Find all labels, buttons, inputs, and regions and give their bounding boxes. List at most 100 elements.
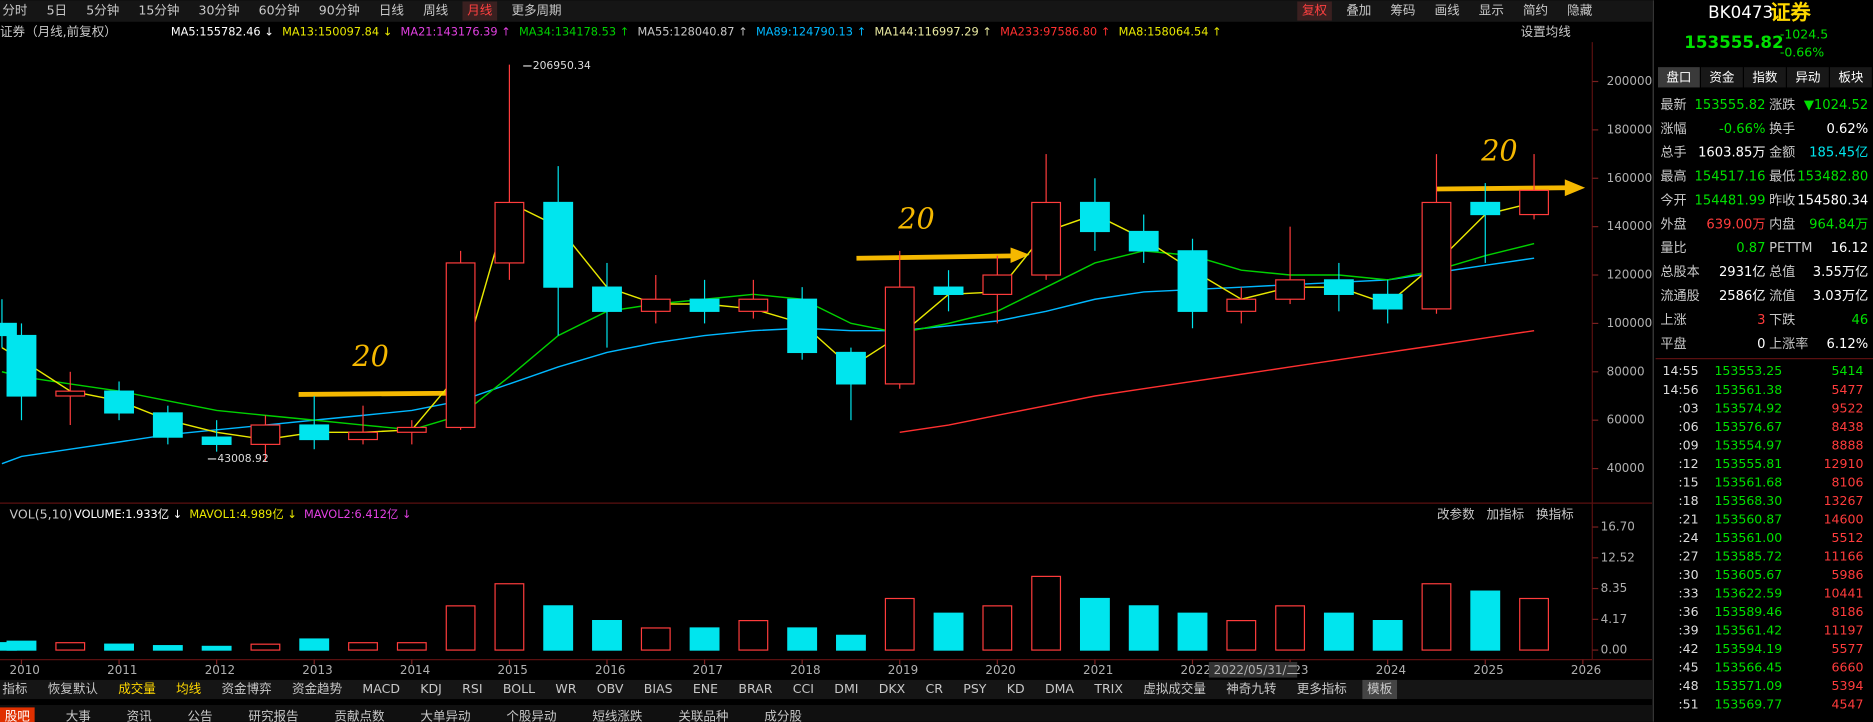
tool-button[interactable]: 画线 — [1435, 3, 1461, 18]
indicator-tab[interactable]: 成交量 — [118, 681, 156, 696]
bottom-tab[interactable]: 贡献点数 — [334, 708, 385, 722]
bottom-tab[interactable]: 大事 — [66, 708, 91, 722]
y-tick-label: 120000 — [1607, 268, 1653, 282]
period-button[interactable]: 90分钟 — [319, 3, 360, 18]
period-button[interactable]: 5日 — [47, 3, 68, 18]
ma-line — [1, 201, 1535, 441]
indicator-tab[interactable]: PSY — [963, 681, 987, 696]
volume-bar — [250, 643, 281, 651]
tool-button[interactable]: 隐藏 — [1567, 3, 1593, 18]
quote-tab[interactable]: 盘口 — [1666, 69, 1691, 84]
indicator-tab[interactable]: 神奇九转 — [1226, 681, 1276, 696]
ma-legend: MA55:128040.87 ↑ — [637, 25, 747, 39]
bottom-tab[interactable]: 资讯 — [127, 708, 153, 722]
indicator-tab[interactable]: 更多指标 — [1297, 681, 1347, 696]
indicator-tab[interactable]: DKX — [879, 681, 906, 696]
tool-button[interactable]: 复权 — [1302, 3, 1328, 18]
period-button[interactable]: 分时 — [2, 3, 28, 18]
indicator-tab[interactable]: KD — [1007, 681, 1025, 696]
bottom-tab[interactable]: 个股异动 — [506, 708, 556, 722]
tick-price: 153561.38 — [1714, 382, 1782, 397]
x-tick-label: 2014 — [400, 663, 430, 677]
indicator-tab[interactable]: BIAS — [644, 681, 673, 696]
volume-bar — [1079, 597, 1110, 651]
tool-button[interactable]: 简约 — [1523, 3, 1548, 18]
candle-body — [1470, 201, 1501, 216]
quote-tab[interactable]: 板块 — [1838, 69, 1864, 84]
ma-line — [1, 257, 1535, 465]
quote-tab[interactable]: 指数 — [1752, 69, 1778, 84]
tick-time: :30 — [1678, 567, 1698, 582]
indicator-tab[interactable]: WR — [555, 681, 576, 696]
ma-legend: MA233:97586.80 ↑ — [1000, 25, 1110, 39]
indicator-tab[interactable]: RSI — [462, 681, 482, 696]
vol-button[interactable]: 换指标 — [1536, 507, 1574, 522]
indicator-tab[interactable]: 恢复默认 — [48, 681, 99, 696]
volume-bar — [787, 627, 818, 651]
candle-body — [640, 298, 671, 312]
period-button[interactable]: 30分钟 — [198, 3, 239, 18]
indicator-tab[interactable]: 模板 — [1367, 681, 1393, 696]
bottom-tab[interactable]: 大单异动 — [420, 708, 470, 722]
indicator-tab[interactable]: OBV — [597, 681, 624, 696]
stat-value: 46 — [1852, 313, 1869, 328]
bottom-tab[interactable]: 短线涨跌 — [592, 708, 643, 722]
indicator-tab[interactable]: 资金趋势 — [292, 681, 343, 696]
x-tick-label: 2026 — [1571, 663, 1601, 677]
quote-tab[interactable]: 异动 — [1795, 69, 1820, 84]
period-button[interactable]: 15分钟 — [138, 3, 179, 18]
volume-bar — [348, 642, 378, 651]
volume-bar — [1128, 605, 1159, 651]
tool-button[interactable]: 显示 — [1479, 3, 1504, 18]
indicator-tab[interactable]: 指标 — [2, 681, 27, 696]
stat-value: 16.12 — [1831, 241, 1869, 256]
indicator-tab[interactable]: TRIX — [1093, 681, 1123, 696]
settings-ma[interactable]: 设置均线 — [1521, 24, 1572, 39]
ma-legend: MA5:155782.46 ↓ — [171, 25, 274, 39]
indicator-tab[interactable]: ENE — [693, 681, 718, 696]
tick-volume: 11166 — [1824, 548, 1864, 563]
bottom-tab[interactable]: 关联品种 — [678, 708, 728, 722]
period-button[interactable]: 5分钟 — [86, 3, 119, 18]
indicator-tab[interactable]: CCI — [793, 681, 814, 696]
tool-button[interactable]: 筹码 — [1390, 3, 1415, 18]
indicator-tab[interactable]: 均线 — [176, 681, 202, 696]
bottom-tab[interactable]: 成分股 — [764, 708, 802, 722]
volume-bar — [836, 634, 866, 651]
stat-value: 3.55万亿 — [1813, 264, 1868, 280]
indicator-tab[interactable]: CR — [926, 681, 944, 696]
tool-button[interactable]: 叠加 — [1346, 3, 1371, 18]
period-button[interactable]: 日线 — [379, 3, 405, 18]
ma-legend: MA89:124790.13 ↑ — [756, 25, 866, 39]
quote-pct: -0.66% — [1780, 44, 1824, 59]
candle-body — [104, 390, 134, 414]
vol-button[interactable]: 改参数 — [1437, 507, 1475, 522]
bottom-tab[interactable]: 股吧 — [5, 708, 31, 722]
quote-code: BK0473 — [1708, 2, 1773, 22]
bottom-tab[interactable]: 研究报告 — [248, 708, 298, 722]
period-button[interactable]: 月线 — [467, 3, 493, 18]
stat-label: 流通股 — [1660, 288, 1699, 304]
indicator-tab[interactable]: KDJ — [420, 681, 442, 696]
candle-body — [1128, 230, 1159, 252]
indicator-tab[interactable]: BOLL — [503, 681, 535, 696]
tick-time: :36 — [1678, 604, 1698, 619]
period-button[interactable]: 60分钟 — [259, 3, 300, 18]
ma-legend: MA34:134178.53 ↑ — [519, 25, 629, 39]
volume-bar — [1275, 605, 1306, 651]
indicator-tab[interactable]: 资金博弈 — [222, 681, 272, 696]
indicator-tab[interactable]: DMI — [834, 681, 858, 696]
period-button[interactable]: 更多周期 — [511, 3, 561, 18]
bottom-tab[interactable]: 公告 — [188, 708, 213, 722]
vol-button[interactable]: 加指标 — [1487, 507, 1525, 522]
indicator-bar-bg — [0, 679, 1653, 700]
indicator-tab[interactable]: BRAR — [738, 681, 772, 696]
indicator-tab[interactable]: DMA — [1045, 681, 1074, 696]
stat-value: 0.87 — [1736, 241, 1765, 256]
quote-tab[interactable]: 资金 — [1709, 69, 1735, 84]
stat-value: 154580.34 — [1797, 193, 1868, 208]
period-button[interactable]: 周线 — [423, 3, 449, 18]
indicator-tab[interactable]: MACD — [362, 681, 400, 696]
x-tick-label: 2021 — [1083, 663, 1113, 677]
indicator-tab[interactable]: 虚拟成交量 — [1143, 681, 1206, 696]
